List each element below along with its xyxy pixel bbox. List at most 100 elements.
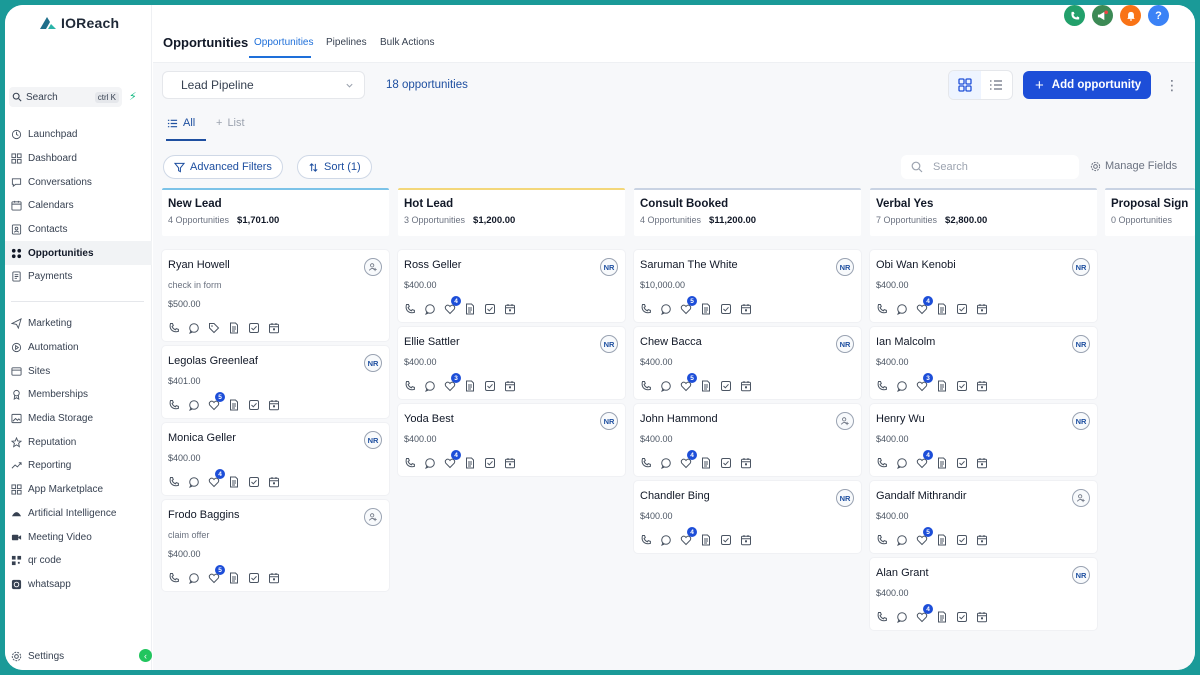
view-tab-all[interactable]: All — [167, 117, 195, 129]
avatar[interactable]: NR — [600, 412, 618, 430]
sidebar-item-conversations[interactable]: Conversations — [5, 170, 152, 194]
opportunity-card[interactable]: Obi Wan Kenobi $400.00 NR 4 — [870, 250, 1097, 322]
sidebar-item-meeting-video[interactable]: Meeting Video — [5, 525, 152, 549]
heart-icon[interactable]: 4 — [916, 604, 933, 623]
heart-icon[interactable]: 3 — [916, 373, 933, 392]
chat-icon[interactable] — [896, 610, 908, 623]
task-icon[interactable] — [484, 456, 496, 468]
calendar-icon[interactable] — [976, 379, 988, 392]
phone-icon[interactable] — [404, 456, 416, 468]
assign-user-icon[interactable] — [1072, 489, 1090, 507]
phone-icon[interactable] — [168, 398, 180, 410]
document-icon[interactable] — [228, 475, 240, 488]
chat-icon[interactable] — [896, 456, 908, 469]
chat-icon[interactable] — [896, 302, 908, 315]
calendar-icon[interactable] — [268, 398, 280, 411]
sidebar-search[interactable]: Search ctrl K — [9, 87, 122, 107]
tab-bulk-actions[interactable]: Bulk Actions — [380, 37, 435, 48]
task-icon[interactable] — [720, 302, 732, 314]
document-icon[interactable] — [464, 456, 476, 469]
sidebar-item-dashboard[interactable]: Dashboard — [5, 147, 152, 171]
sidebar-item-reputation[interactable]: Reputation — [5, 430, 152, 454]
kanban-search-input[interactable]: Search — [901, 155, 1079, 179]
chat-icon[interactable] — [660, 302, 672, 315]
chat-icon[interactable] — [424, 302, 436, 315]
task-icon[interactable] — [248, 321, 260, 333]
avatar[interactable]: NR — [1072, 566, 1090, 584]
help-button[interactable]: ? — [1148, 5, 1169, 26]
heart-icon[interactable]: 4 — [680, 450, 697, 469]
task-icon[interactable] — [956, 302, 968, 314]
task-icon[interactable] — [956, 379, 968, 391]
sidebar-item-settings[interactable]: Settings — [5, 645, 152, 665]
phone-icon[interactable] — [640, 456, 652, 468]
tab-opportunities[interactable]: Opportunities — [254, 37, 314, 48]
heart-icon[interactable]: 4 — [444, 296, 461, 315]
calendar-icon[interactable] — [976, 533, 988, 546]
list-view-button[interactable] — [981, 71, 1013, 99]
tab-pipelines[interactable]: Pipelines — [326, 37, 367, 48]
heart-icon[interactable]: 5 — [208, 392, 225, 411]
more-options-icon[interactable]: ⋮ — [1165, 77, 1179, 93]
phone-button[interactable] — [1064, 5, 1085, 26]
avatar[interactable]: NR — [600, 258, 618, 276]
document-icon[interactable] — [464, 302, 476, 315]
sidebar-item-reporting[interactable]: Reporting — [5, 454, 152, 478]
opportunity-card[interactable]: Chandler Bing $400.00 NR 4 — [634, 481, 861, 553]
phone-icon[interactable] — [168, 475, 180, 487]
phone-icon[interactable] — [876, 379, 888, 391]
task-icon[interactable] — [720, 533, 732, 545]
opportunity-card[interactable]: Chew Bacca $400.00 NR 5 — [634, 327, 861, 399]
avatar[interactable]: NR — [1072, 335, 1090, 353]
sidebar-item-artificial-intelligence[interactable]: Artificial Intelligence — [5, 502, 152, 526]
sort-button[interactable]: Sort (1) — [297, 155, 372, 179]
assign-user-icon[interactable] — [836, 412, 854, 430]
opportunity-card[interactable]: John Hammond $400.00 4 — [634, 404, 861, 476]
column-header[interactable]: Hot Lead 3 Opportunities $1,200.00 — [398, 188, 625, 236]
document-icon[interactable] — [936, 610, 948, 623]
opportunity-card[interactable]: Alan Grant $400.00 NR 4 — [870, 558, 1097, 630]
chat-icon[interactable] — [424, 456, 436, 469]
chat-icon[interactable] — [188, 398, 200, 411]
calendar-icon[interactable] — [504, 379, 516, 392]
document-icon[interactable] — [700, 302, 712, 315]
calendar-icon[interactable] — [268, 571, 280, 584]
chat-icon[interactable] — [896, 533, 908, 546]
task-icon[interactable] — [956, 533, 968, 545]
task-icon[interactable] — [720, 456, 732, 468]
document-icon[interactable] — [700, 533, 712, 546]
column-header[interactable]: New Lead 4 Opportunities $1,701.00 — [162, 188, 389, 236]
heart-icon[interactable]: 5 — [680, 373, 697, 392]
task-icon[interactable] — [720, 379, 732, 391]
sidebar-item-opportunities[interactable]: Opportunities — [5, 241, 152, 266]
avatar[interactable]: NR — [836, 489, 854, 507]
column-header[interactable]: Verbal Yes 7 Opportunities $2,800.00 — [870, 188, 1097, 236]
heart-icon[interactable]: 5 — [680, 296, 697, 315]
avatar[interactable]: NR — [600, 335, 618, 353]
phone-icon[interactable] — [168, 321, 180, 333]
sidebar-item-app-marketplace[interactable]: App Marketplace — [5, 478, 152, 502]
document-icon[interactable] — [936, 379, 948, 392]
chat-icon[interactable] — [896, 379, 908, 392]
heart-icon[interactable]: 3 — [444, 373, 461, 392]
opportunity-card[interactable]: Ross Geller $400.00 NR 4 — [398, 250, 625, 322]
assign-user-icon[interactable] — [364, 258, 382, 276]
avatar[interactable]: NR — [1072, 412, 1090, 430]
document-icon[interactable] — [228, 571, 240, 584]
column-header[interactable]: Proposal Sign 0 Opportunities — [1105, 188, 1195, 236]
sidebar-item-launchpad[interactable]: Launchpad — [5, 123, 152, 147]
collapse-sidebar-button[interactable]: ‹ — [139, 649, 152, 662]
calendar-icon[interactable] — [740, 302, 752, 315]
avatar[interactable]: NR — [836, 335, 854, 353]
sidebar-item-memberships[interactable]: Memberships — [5, 383, 152, 407]
heart-icon[interactable]: 4 — [444, 450, 461, 469]
phone-icon[interactable] — [168, 571, 180, 583]
sidebar-item-media-storage[interactable]: Media Storage — [5, 407, 152, 431]
phone-icon[interactable] — [640, 302, 652, 314]
advanced-filters-button[interactable]: Advanced Filters — [163, 155, 283, 179]
add-opportunity-button[interactable]: + Add opportunity — [1023, 71, 1151, 99]
document-icon[interactable] — [936, 533, 948, 546]
phone-icon[interactable] — [640, 533, 652, 545]
chat-icon[interactable] — [188, 571, 200, 584]
calendar-icon[interactable] — [976, 302, 988, 315]
